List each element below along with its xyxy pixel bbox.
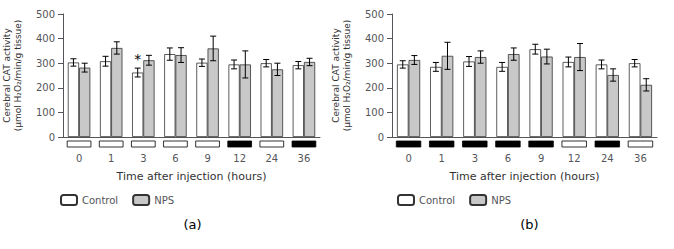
svg-text:500: 500 (36, 9, 55, 20)
svg-text:3: 3 (140, 153, 146, 164)
svg-text:36: 36 (634, 153, 647, 164)
svg-text:200: 200 (36, 82, 55, 93)
svg-text:12: 12 (568, 153, 581, 164)
svg-text:0: 0 (76, 153, 82, 164)
svg-text:(μmol H₂O₂/min/g tissue): (μmol H₂O₂/min/g tissue) (13, 20, 23, 132)
svg-text:9: 9 (538, 153, 544, 164)
svg-text:12: 12 (233, 153, 246, 164)
svg-text:300: 300 (365, 58, 384, 69)
svg-text:36: 36 (298, 153, 311, 164)
svg-text:(μmol H₂O₂/min/g tissue): (μmol H₂O₂/min/g tissue) (342, 20, 352, 132)
svg-text:Control: Control (82, 195, 118, 206)
svg-text:6: 6 (505, 153, 511, 164)
svg-text:6: 6 (172, 153, 178, 164)
svg-text:Time after injection (hours): Time after injection (hours) (449, 170, 600, 183)
svg-text:0: 0 (378, 132, 384, 143)
svg-text:100: 100 (36, 107, 55, 118)
svg-text:500: 500 (365, 9, 384, 20)
svg-text:Cerebral CAT activity: Cerebral CAT activity (2, 28, 12, 123)
svg-text:1: 1 (108, 153, 114, 164)
svg-text:9: 9 (204, 153, 210, 164)
svg-text:1: 1 (439, 153, 445, 164)
svg-text:NPS: NPS (154, 195, 174, 206)
svg-text:Cerebral CAT activity: Cerebral CAT activity (331, 28, 341, 123)
svg-text:400: 400 (365, 33, 384, 44)
svg-text:24: 24 (601, 153, 614, 164)
svg-text:3: 3 (472, 153, 478, 164)
svg-text:0: 0 (405, 153, 411, 164)
svg-text:400: 400 (36, 33, 55, 44)
svg-text:200: 200 (365, 82, 384, 93)
svg-text:Control: Control (419, 195, 455, 206)
svg-text:NPS: NPS (491, 195, 511, 206)
svg-text:(b): (b) (520, 217, 538, 232)
svg-text:0: 0 (49, 132, 55, 143)
svg-text:*: * (134, 51, 141, 67)
svg-text:(a): (a) (183, 217, 201, 232)
svg-text:100: 100 (365, 107, 384, 118)
svg-text:Time after injection (hours): Time after injection (hours) (116, 170, 267, 183)
svg-text:300: 300 (36, 58, 55, 69)
svg-text:24: 24 (265, 153, 278, 164)
